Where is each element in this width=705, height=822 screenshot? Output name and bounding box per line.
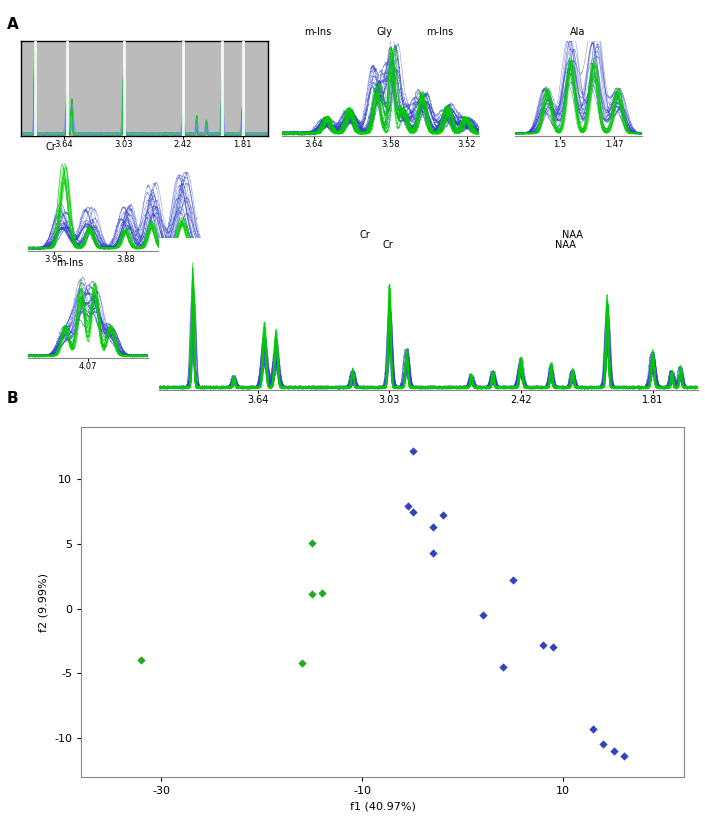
Text: A: A <box>7 17 19 32</box>
Point <box>477 608 489 621</box>
Point <box>407 444 418 457</box>
Point <box>548 641 559 654</box>
Text: m-Ins: m-Ins <box>56 258 84 268</box>
Point <box>538 638 549 651</box>
Text: B: B <box>7 391 18 406</box>
Text: Cr: Cr <box>46 142 56 152</box>
Point <box>427 520 439 533</box>
Point <box>437 509 448 522</box>
Point <box>307 536 318 549</box>
Point <box>307 588 318 601</box>
Point <box>427 547 439 560</box>
Text: Ala: Ala <box>570 27 586 37</box>
Point <box>508 574 519 587</box>
Point <box>136 653 147 667</box>
X-axis label: f1 (40.97%): f1 (40.97%) <box>350 801 415 811</box>
Point <box>618 750 630 763</box>
Point <box>407 505 418 518</box>
Text: Cr: Cr <box>383 240 393 250</box>
Point <box>598 738 609 751</box>
Text: NAA: NAA <box>556 240 576 250</box>
Point <box>402 500 413 513</box>
Point <box>498 660 509 673</box>
Y-axis label: f2 (9.99%): f2 (9.99%) <box>39 573 49 631</box>
Text: m-Ins: m-Ins <box>304 27 331 37</box>
Point <box>317 586 328 599</box>
Text: Gly: Gly <box>376 27 393 37</box>
Text: Cr: Cr <box>360 229 370 239</box>
Point <box>608 745 619 758</box>
Point <box>588 723 599 736</box>
Point <box>296 656 307 669</box>
Text: m-Ins: m-Ins <box>427 27 453 37</box>
Text: NAA: NAA <box>563 229 583 239</box>
